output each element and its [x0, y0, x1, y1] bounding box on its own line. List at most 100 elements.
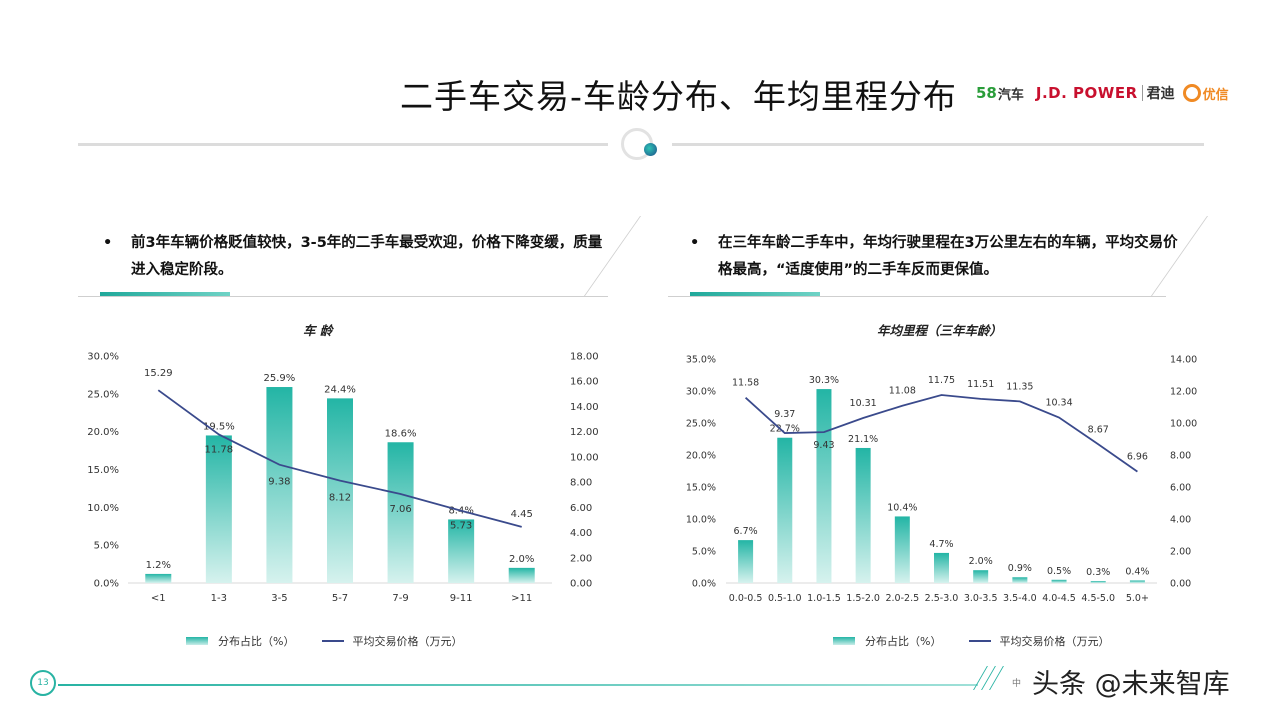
legend-line-swatch	[322, 640, 345, 642]
bar	[816, 389, 832, 583]
bar	[387, 442, 414, 583]
bar	[855, 447, 871, 583]
bar-data-label: 0.9%	[1008, 563, 1032, 574]
line-data-label: 9.38	[268, 477, 290, 488]
right-axis-tick-label: 16.00	[570, 377, 599, 388]
right-axis-tick-label: 6.00	[1170, 483, 1191, 494]
bar	[145, 573, 172, 583]
bar	[894, 516, 910, 583]
right-axis-tick-label: 0.00	[1170, 579, 1191, 590]
left-axis-tick-label: 20.0%	[87, 427, 119, 438]
logo-jundi: 君迪	[1146, 86, 1175, 102]
bar-data-label: 2.0%	[509, 554, 534, 565]
header-divider-left	[78, 143, 608, 146]
chart-mileage-legend: 分布占比（%） 平均交易价格（万元）	[833, 633, 1109, 649]
legend-bar-swatch	[833, 637, 855, 645]
line-data-label: 11.08	[889, 386, 916, 397]
line-data-label: 6.96	[1127, 452, 1148, 463]
chart-age-title: 车 龄	[303, 323, 333, 338]
line-data-label: 4.45	[511, 509, 533, 520]
x-axis-tick-label: 0.0-0.5	[729, 593, 763, 604]
line-data-label: 11.75	[928, 375, 955, 386]
watermark: 头条 @未来智库	[1032, 669, 1230, 700]
line-data-label: 9.43	[813, 440, 834, 451]
bullet-dot: •	[690, 235, 700, 251]
left-axis-tick-label: 0.0%	[692, 579, 716, 590]
left-axis-tick-label: 10.0%	[686, 515, 716, 526]
bar	[1090, 581, 1106, 583]
right-axis-tick-label: 6.00	[570, 503, 592, 514]
right-axis-tick-label: 4.00	[570, 528, 592, 539]
left-axis-tick-label: 5.0%	[94, 541, 119, 552]
watermark-small: 中	[1012, 679, 1022, 689]
legend-line-label: 平均交易价格（万元）	[999, 635, 1110, 648]
bullet-right: • 在三年车龄二手车中，年均行驶里程在3万公里左右的车辆，平均交易价格最高，“适…	[690, 230, 1188, 284]
bar-data-label: 0.5%	[1047, 566, 1071, 577]
bar	[508, 567, 535, 583]
line-data-label: 7.06	[389, 504, 411, 515]
bar-data-label: 21.1%	[848, 434, 878, 445]
x-axis-tick-label: 2.0-2.5	[885, 593, 919, 604]
left-axis-tick-label: 15.0%	[686, 483, 716, 494]
right-axis-tick-label: 12.00	[1170, 387, 1197, 398]
left-axis-tick-label: 35.0%	[686, 355, 716, 366]
line-data-label: 8.67	[1088, 424, 1109, 435]
left-axis-tick-label: 25.0%	[87, 389, 119, 400]
line-data-label: 11.51	[967, 379, 994, 390]
bar-data-label: 0.3%	[1086, 567, 1110, 578]
line-data-label: 11.78	[205, 444, 234, 455]
bar-data-label: 25.9%	[264, 373, 296, 384]
legend-bar-swatch	[186, 637, 208, 645]
line-data-label: 10.34	[1045, 398, 1072, 409]
left-axis-tick-label: 5.0%	[692, 547, 716, 558]
bar-data-label: 6.7%	[734, 526, 758, 537]
legend-line-label: 平均交易价格（万元）	[352, 635, 463, 648]
right-axis-tick-label: 14.00	[570, 402, 599, 413]
bar-data-label: 30.3%	[809, 375, 839, 386]
right-axis-tick-label: 18.00	[570, 352, 599, 363]
youxin-logo-icon	[1182, 84, 1201, 102]
bar-data-label: 22.7%	[770, 424, 800, 435]
bar-data-label: 2.0%	[969, 556, 993, 567]
x-axis-tick-label: 5.0+	[1126, 593, 1149, 604]
chart-mileage: 0.0% 5.0% 10.0% 15.0% 20.0% 25.0% 30.0% 35.0% 0.…	[686, 355, 1197, 605]
bullet-left-text: 前3年车辆价格贬值较快，3-5年的二手车最受欢迎，价格下降变缓，质量进入稳定阶段…	[131, 235, 603, 278]
left-axis-tick-label: 15.0%	[87, 465, 119, 476]
bullet-dot: •	[103, 235, 113, 251]
left-axis-tick-label: 0.0%	[94, 579, 119, 590]
right-axis-tick-label: 0.00	[570, 579, 592, 590]
x-axis-tick-label: 1.5-2.0	[846, 593, 880, 604]
bullet-right-text: 在三年车龄二手车中，年均行驶里程在3万公里左右的车辆，平均交易价格最高，“适度使…	[718, 235, 1178, 278]
left-axis-tick-label: 30.0%	[686, 387, 716, 398]
x-axis-tick-label: 0.5-1.0	[768, 593, 802, 604]
line-data-label: 11.58	[732, 378, 759, 389]
chart-age: 0.0% 5.0% 10.0% 15.0% 20.0% 25.0% 30.0% 0.00 2.0…	[87, 352, 599, 605]
textbox-accent-right	[690, 292, 820, 296]
line-data-label: 10.31	[850, 398, 877, 409]
line-data-label: 15.29	[144, 368, 173, 379]
right-axis-tick-label: 10.00	[1170, 419, 1197, 430]
logo-58-number: 58	[976, 84, 997, 102]
bar	[934, 552, 949, 583]
bar-data-label: 4.7%	[929, 539, 953, 550]
bar-data-label: 24.4%	[324, 384, 356, 395]
header-dot-ornament	[644, 143, 657, 156]
x-axis-tick-label: 3-5	[271, 593, 287, 604]
left-axis-tick-label: 20.0%	[686, 451, 716, 462]
x-axis-tick-label: 1.0-1.5	[807, 593, 841, 604]
x-axis-tick-label: 5-7	[332, 593, 348, 604]
logo-58-text: 汽车	[997, 87, 1024, 103]
logo-jdpower: J.D. POWER	[1035, 84, 1138, 102]
bar-data-label: 10.4%	[887, 502, 917, 513]
x-axis-tick-label: 3.5-4.0	[1003, 593, 1037, 604]
right-axis-tick-label: 10.00	[570, 452, 599, 463]
price-line	[744, 394, 1138, 473]
page-title: 二手车交易-车龄分布、年均里程分布	[400, 77, 957, 116]
x-axis-tick-label: 2.5-3.0	[925, 593, 959, 604]
x-axis-tick-label: 1-3	[211, 593, 227, 604]
bar	[777, 437, 793, 583]
textbox-frame-right	[668, 296, 1166, 297]
logo-group: 58 汽车 J.D. POWER 君迪 优信	[976, 82, 1229, 104]
legend-bar-label: 分布占比（%）	[218, 635, 295, 648]
logo-58: 58	[976, 84, 997, 102]
